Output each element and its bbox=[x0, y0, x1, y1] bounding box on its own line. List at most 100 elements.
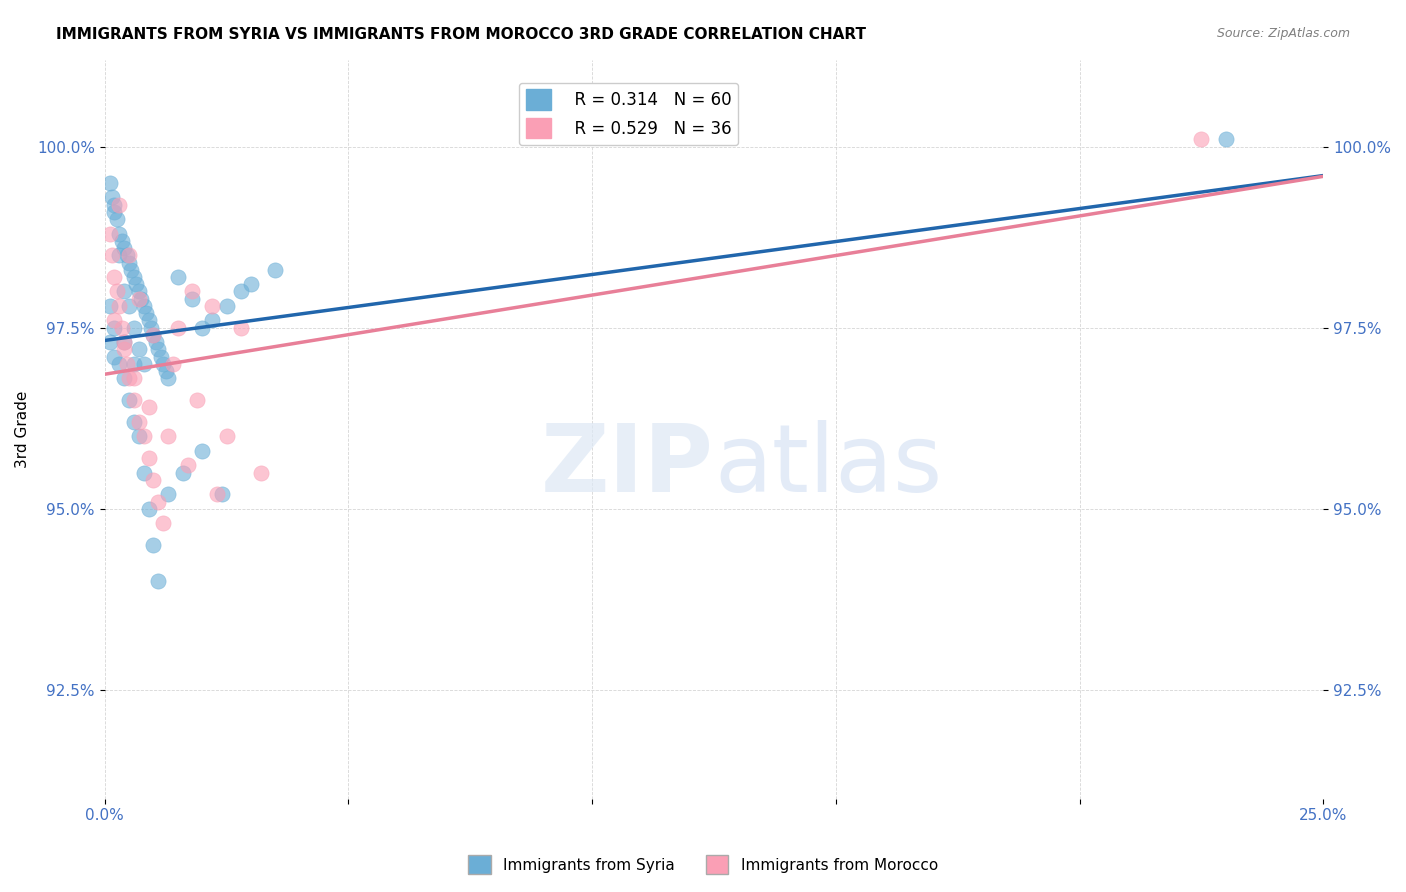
Point bbox=[176, 458, 198, 473]
Point bbox=[142, 473, 165, 487]
Point bbox=[138, 451, 160, 466]
Point bbox=[101, 190, 124, 204]
Point bbox=[98, 335, 121, 350]
Point bbox=[149, 350, 172, 364]
Point bbox=[181, 292, 204, 306]
Text: atlas: atlas bbox=[714, 420, 942, 512]
Y-axis label: 3rd Grade: 3rd Grade bbox=[15, 391, 30, 468]
Point bbox=[105, 212, 128, 227]
Point bbox=[211, 487, 233, 501]
Point bbox=[115, 248, 138, 262]
Text: IMMIGRANTS FROM SYRIA VS IMMIGRANTS FROM MOROCCO 3RD GRADE CORRELATION CHART: IMMIGRANTS FROM SYRIA VS IMMIGRANTS FROM… bbox=[56, 27, 866, 42]
Point bbox=[166, 320, 188, 334]
Point bbox=[108, 197, 131, 211]
Point bbox=[121, 262, 143, 277]
Point bbox=[115, 357, 138, 371]
Legend:   R = 0.314   N = 60,   R = 0.529   N = 36: R = 0.314 N = 60, R = 0.529 N = 36 bbox=[519, 83, 738, 145]
Point bbox=[118, 255, 141, 269]
Point bbox=[128, 415, 150, 429]
Point bbox=[111, 320, 134, 334]
Point bbox=[122, 415, 145, 429]
Point bbox=[264, 262, 287, 277]
Point bbox=[132, 466, 155, 480]
Point bbox=[142, 328, 165, 343]
Point bbox=[166, 270, 188, 285]
Point bbox=[1215, 132, 1237, 146]
Point bbox=[103, 204, 125, 219]
Point bbox=[112, 335, 135, 350]
Point bbox=[1189, 132, 1212, 146]
Point bbox=[112, 285, 135, 299]
Point bbox=[249, 466, 271, 480]
Point bbox=[239, 277, 262, 292]
Point bbox=[122, 270, 145, 285]
Point bbox=[186, 393, 208, 408]
Point bbox=[112, 335, 135, 350]
Point bbox=[118, 299, 141, 313]
Point bbox=[138, 401, 160, 415]
Point bbox=[112, 343, 135, 357]
Point bbox=[215, 299, 238, 313]
Point bbox=[148, 343, 170, 357]
Point bbox=[162, 357, 184, 371]
Point bbox=[135, 306, 157, 320]
Point bbox=[129, 292, 152, 306]
Point bbox=[181, 285, 204, 299]
Point bbox=[145, 335, 167, 350]
Point bbox=[111, 234, 134, 248]
Point bbox=[98, 176, 121, 190]
Point bbox=[103, 270, 125, 285]
Point bbox=[103, 320, 125, 334]
Point bbox=[118, 393, 141, 408]
Point bbox=[191, 444, 214, 458]
Point bbox=[103, 313, 125, 327]
Point bbox=[108, 227, 131, 241]
Point bbox=[142, 328, 165, 343]
Point bbox=[139, 320, 162, 334]
Point bbox=[148, 494, 170, 508]
Text: Source: ZipAtlas.com: Source: ZipAtlas.com bbox=[1216, 27, 1350, 40]
Point bbox=[128, 429, 150, 443]
Point bbox=[108, 248, 131, 262]
Point bbox=[128, 292, 150, 306]
Point bbox=[98, 227, 121, 241]
Point bbox=[112, 371, 135, 385]
Point bbox=[103, 197, 125, 211]
Point bbox=[103, 350, 125, 364]
Point bbox=[138, 313, 160, 327]
Point bbox=[128, 285, 150, 299]
Point bbox=[157, 371, 180, 385]
Point bbox=[132, 299, 155, 313]
Point bbox=[122, 320, 145, 334]
Point bbox=[128, 343, 150, 357]
Point bbox=[122, 371, 145, 385]
Point bbox=[191, 320, 214, 334]
Point bbox=[152, 516, 174, 531]
Point bbox=[148, 574, 170, 589]
Point bbox=[105, 285, 128, 299]
Point bbox=[215, 429, 238, 443]
Point bbox=[201, 313, 224, 327]
Point bbox=[98, 299, 121, 313]
Legend: Immigrants from Syria, Immigrants from Morocco: Immigrants from Syria, Immigrants from M… bbox=[463, 849, 943, 880]
Point bbox=[101, 248, 124, 262]
Point bbox=[122, 393, 145, 408]
Point bbox=[172, 466, 194, 480]
Point bbox=[138, 502, 160, 516]
Point bbox=[201, 299, 224, 313]
Point bbox=[231, 285, 253, 299]
Point bbox=[122, 357, 145, 371]
Point bbox=[142, 538, 165, 552]
Point bbox=[132, 357, 155, 371]
Point bbox=[125, 277, 148, 292]
Point bbox=[118, 248, 141, 262]
Point bbox=[155, 364, 177, 378]
Point bbox=[132, 429, 155, 443]
Point bbox=[108, 357, 131, 371]
Text: ZIP: ZIP bbox=[541, 420, 714, 512]
Point bbox=[157, 487, 180, 501]
Point bbox=[152, 357, 174, 371]
Point bbox=[231, 320, 253, 334]
Point bbox=[112, 241, 135, 255]
Point bbox=[108, 299, 131, 313]
